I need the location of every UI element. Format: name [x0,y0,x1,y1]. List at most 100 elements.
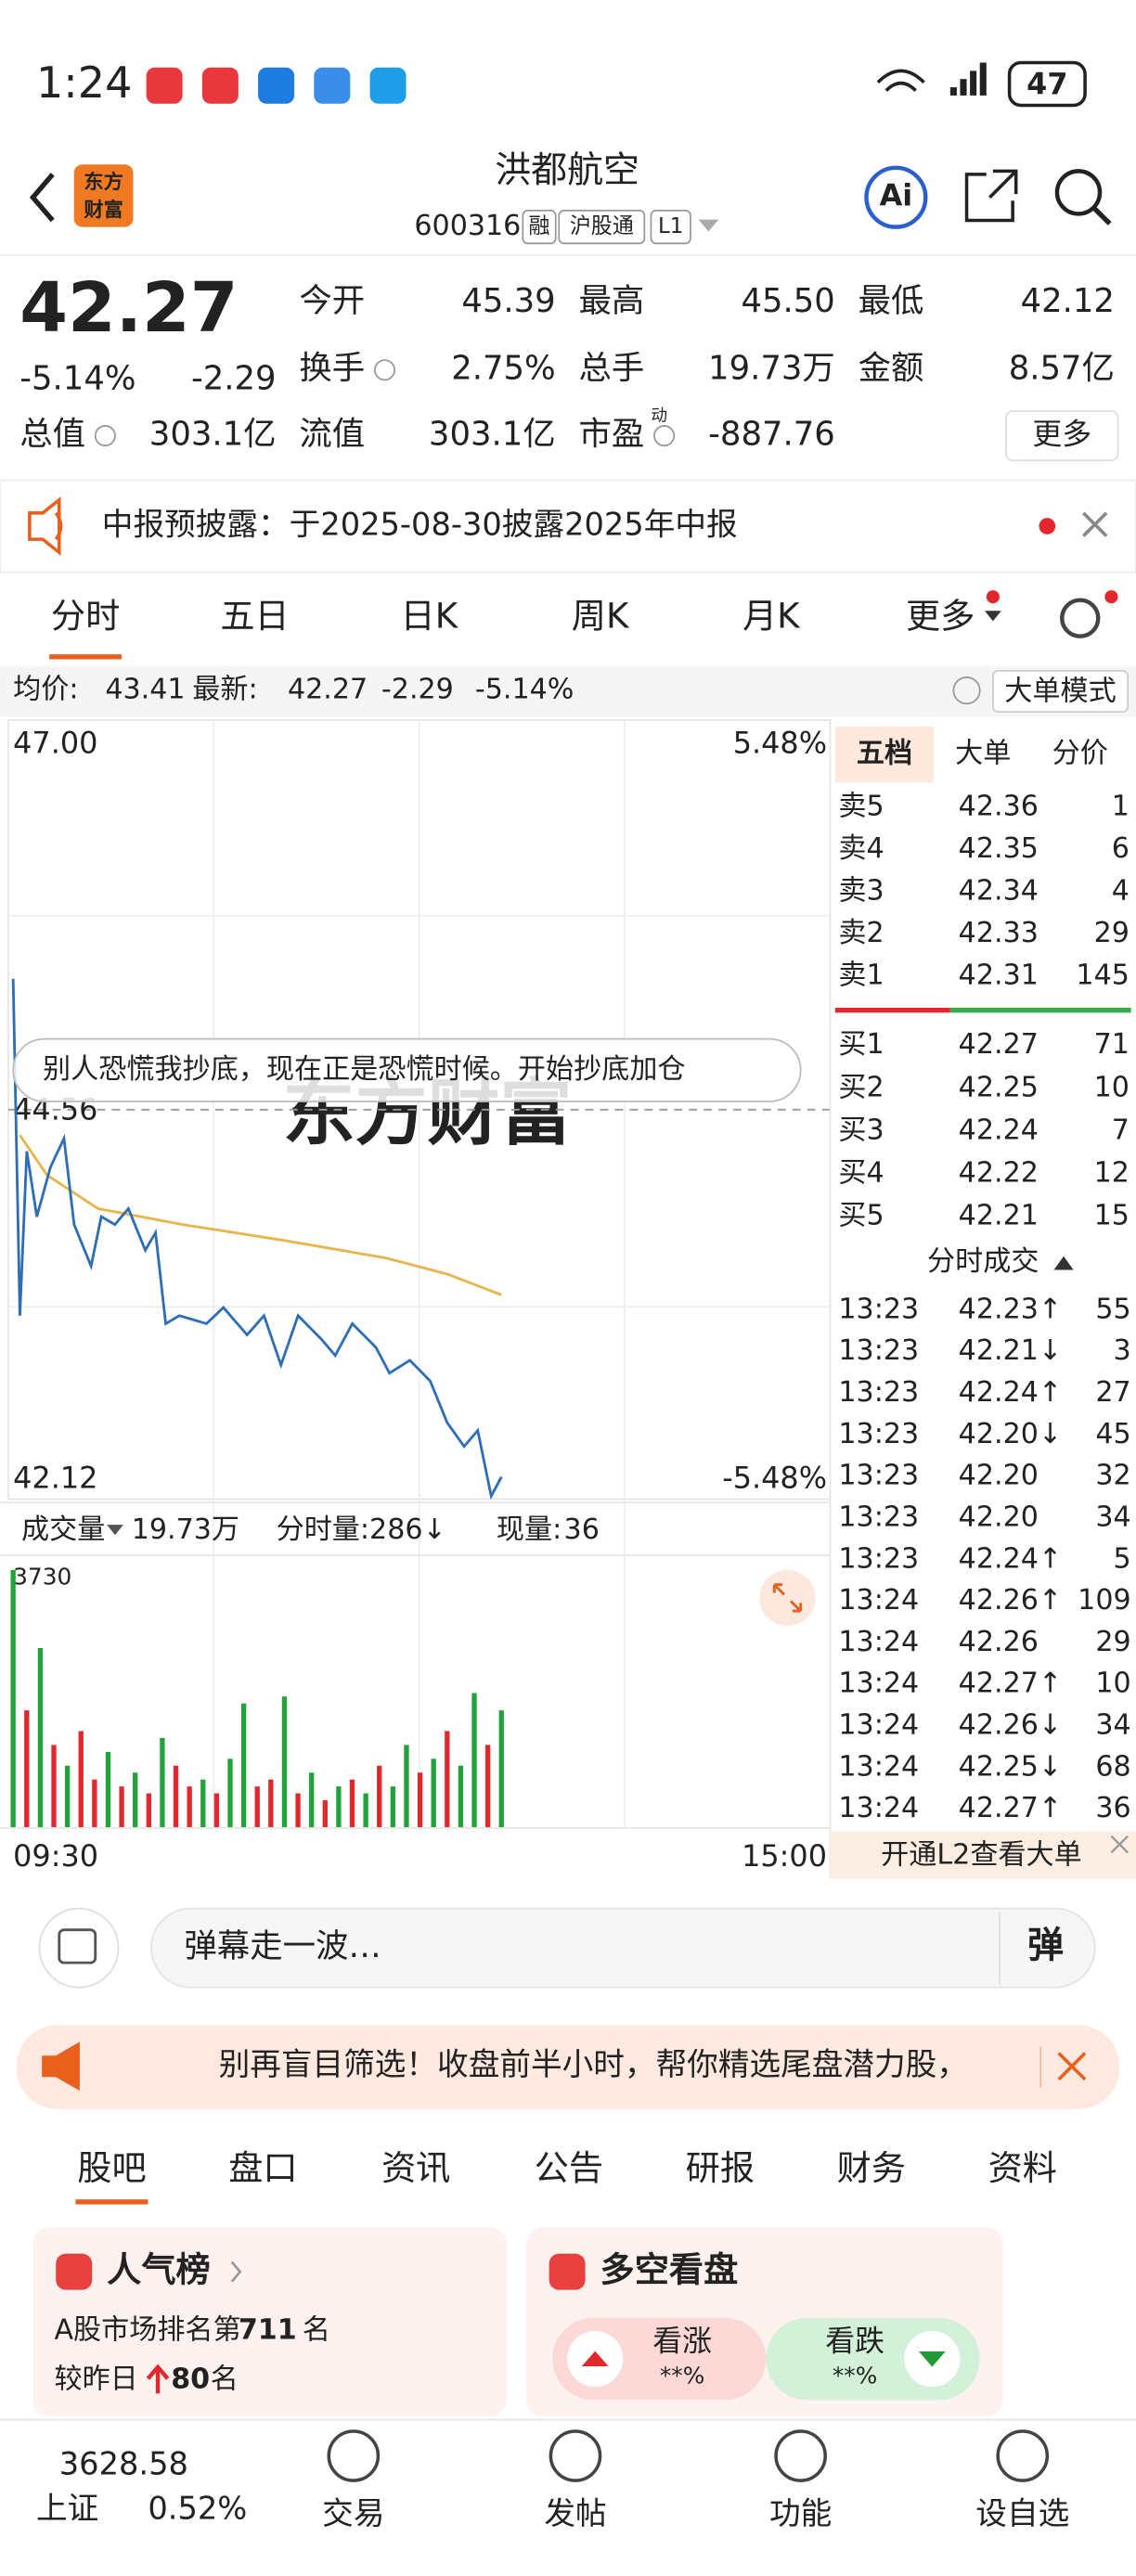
expand-button[interactable] [759,1569,816,1627]
index-value[interactable]: 3628.58 [59,2446,188,2482]
section-tab[interactable]: 研报 [686,2147,755,2188]
field-label: 总值 [19,416,85,454]
l2-text[interactable]: 开通L2查看大单 [881,1838,1082,1871]
bear-label[interactable]: 看跌 [825,2323,884,2358]
comment-icon [58,1928,97,1964]
volume-bar [445,1731,450,1828]
chart-tab[interactable]: 周K [572,596,630,637]
field-label: 金额 [858,350,924,388]
trade-qty: 36 [1095,1792,1130,1824]
section-tab[interactable]: 资讯 [381,2147,450,2188]
book-tab[interactable]: 大单 [955,738,1011,770]
chart-tab[interactable]: 五日 [220,596,289,637]
last-value: 42.27 [288,674,368,706]
nav-label[interactable]: 功能 [769,2495,832,2531]
info-change-pct: -5.14% [475,674,574,706]
back-button [29,173,55,223]
trade-time: 13:24 [838,1668,919,1700]
trade-qty: 109 [1078,1584,1130,1616]
trade-price: 42.26 [959,1626,1039,1658]
book-qty: 4 [1112,874,1130,907]
nav-label[interactable]: 发帖 [544,2495,606,2531]
settings-button[interactable] [1060,598,1101,638]
section-tab[interactable]: 资料 [988,2147,1057,2188]
danmaku-button[interactable]: 弹 [1027,1926,1064,1967]
comment-settings[interactable] [38,1907,120,1989]
stock-tag [650,209,691,245]
dropdown-arrow [984,611,1001,622]
trade-time: 13:24 [838,1750,919,1783]
comment-placeholder[interactable]: 弹幕走一波… [184,1927,381,1965]
stock-name: 洪都航空 [495,150,639,192]
field-label: 最高 [579,282,645,320]
field-value: 303.1亿 [149,416,277,454]
ad-text[interactable]: 别再盲目筛选！收盘前半小时，帮你精选尾盘潜力股， [219,2046,968,2082]
mode-text[interactable]: 大单模式 [1004,675,1116,707]
info-icon [653,425,676,447]
trade-price: 42.24↑ [959,1376,1062,1409]
field-label: 总手 [579,350,645,388]
stock-tag-text: 融 [528,214,549,238]
volume-bar [458,1765,464,1828]
field-value: 303.1亿 [429,416,556,454]
trade-price: 42.23↑ [959,1293,1062,1325]
section-tab[interactable]: 盘口 [228,2147,297,2188]
status-icon [201,67,239,104]
book-qty: 1 [1112,790,1130,822]
trade-qty: 55 [1095,1293,1130,1325]
nav-icon[interactable] [996,2429,1050,2482]
volume-bar [377,1765,382,1828]
more-text[interactable]: 更多 [1032,417,1091,452]
signal-bar [979,62,987,96]
card-title[interactable]: 人气榜 [107,2249,211,2290]
book-tab[interactable]: 分价 [1052,738,1108,770]
volume-bar [173,1765,179,1828]
section-tab[interactable]: 公告 [535,2147,603,2188]
change-suffix: 名 [211,2363,239,2396]
card-title[interactable]: 多空看盘 [600,2249,739,2290]
volume-bar [417,1772,423,1828]
speaker-icon [28,496,63,557]
avg-label: 均价: [13,674,78,706]
volume-bar [200,1779,206,1828]
ai-text[interactable]: Ai [880,178,913,213]
nav-label[interactable]: 设自选 [975,2495,1069,2531]
dropdown-arrow [107,1525,123,1536]
info-icon [94,425,116,447]
chart-tab[interactable]: 月K [742,596,801,637]
book-tab[interactable]: 五档 [857,738,912,770]
y-tick-label: 42.12 [13,1460,97,1495]
trade-time: 13:24 [838,1792,919,1824]
nav-icon[interactable] [327,2429,381,2482]
chart-tab[interactable]: 日K [401,596,459,637]
volume-bar [37,1648,44,1828]
ratio-bar-buy [949,1007,1131,1013]
trade-qty: 5 [1114,1542,1131,1575]
trade-price: 42.27↑ [959,1668,1062,1700]
trade-time: 13:23 [838,1542,919,1575]
nav-label[interactable]: 交易 [322,2495,384,2531]
trade-qty: 32 [1095,1460,1130,1492]
more-button [1005,410,1119,462]
volume-bar [133,1772,138,1828]
search-button[interactable] [1054,169,1103,216]
x-label: 09:30 [13,1838,98,1874]
active-tab-underline [49,654,123,660]
pct-label: 5.48% [733,726,827,761]
section-tab[interactable]: 股吧 [77,2147,146,2188]
section-tab[interactable]: 财务 [837,2147,906,2188]
volume-bar [105,1751,111,1828]
nav-icon[interactable] [549,2429,602,2482]
bull-label[interactable]: 看涨 [652,2323,712,2358]
chart-tab[interactable]: 更多 [906,596,975,637]
ai-button[interactable] [864,165,928,229]
stock-code: 600316 [414,210,521,242]
chart-tab[interactable]: 分时 [51,596,120,637]
app-logo [73,164,134,227]
trade-qty: 34 [1095,1501,1130,1533]
volume-bar [484,1745,491,1828]
field-label: 市盈 [579,416,645,454]
volume-bar [51,1745,57,1828]
nav-icon[interactable] [774,2429,827,2482]
field-value: -887.76 [708,416,835,454]
